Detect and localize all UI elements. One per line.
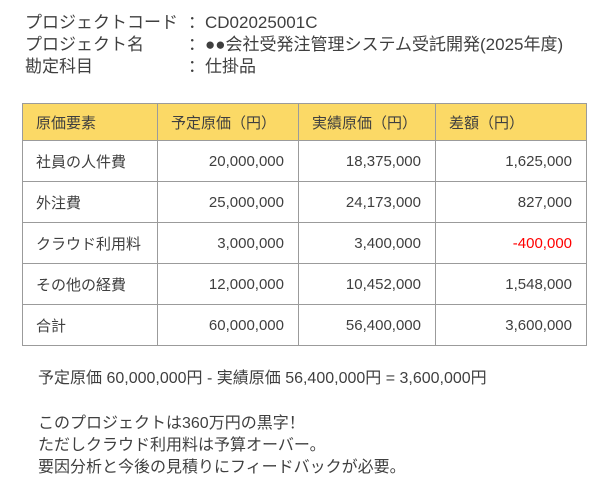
project-meta: プロジェクトコード： CD02025001C プロジェクト名： ●●会社受発注管理シ… — [25, 12, 607, 78]
project-name-label: プロジェクト名 — [25, 35, 144, 54]
note-feedback: 要因分析と今後の見積りにフィードバックが必要。 — [38, 459, 406, 476]
table-row-other: その他の経費 12,000,000 10,452,000 1,548,000 — [22, 263, 587, 305]
table-row-outsourcing: 外注費 25,000,000 24,173,000 827,000 — [22, 181, 587, 223]
planned-cost-cell: 25,000,000 — [157, 181, 299, 223]
table-row-cloud: クラウド利用料 3,000,000 3,400,000 -400,000 — [22, 222, 587, 264]
project-code-value: CD02025001C — [205, 13, 318, 32]
account-title-value: 仕掛品 — [205, 57, 256, 76]
actual-cost-cell: 18,375,000 — [298, 140, 436, 182]
difference-cell-negative: -400,000 — [435, 222, 587, 264]
cost-item-cell: クラウド利用料 — [22, 222, 158, 264]
note-budget-over: ただしクラウド利用料は予算オーバー。 — [38, 437, 326, 454]
cost-table: 原価要素 予定原価（円） 実績原価（円） 差額（円） 社員の人件費 20,000… — [22, 103, 587, 346]
difference-cell: 1,548,000 — [435, 263, 587, 305]
note-profit: このプロジェクトは360万円の黒字！ — [38, 415, 305, 432]
cost-item-cell: 合計 — [22, 304, 158, 346]
project-name-value: ●●会社受発注管理システム受託開発(2025年度) — [205, 35, 564, 54]
difference-cell: 3,600,000 — [435, 304, 587, 346]
difference-cell: 827,000 — [435, 181, 587, 223]
analysis-notes: このプロジェクトは360万円の黒字！ ただしクラウド利用料は予算オーバー。 要因… — [38, 413, 607, 479]
column-header-planned-cost: 予定原価（円） — [157, 103, 299, 141]
project-name-row: プロジェクト名 ： ●●会社受発注管理システム受託開発(2025年度) — [25, 34, 607, 56]
cost-item-cell: その他の経費 — [22, 263, 158, 305]
cost-item-cell: 社員の人件費 — [22, 140, 158, 182]
planned-cost-cell: 20,000,000 — [157, 140, 299, 182]
planned-cost-cell: 3,000,000 — [157, 222, 299, 264]
project-code-row: プロジェクトコード ： CD02025001C — [25, 12, 607, 34]
cost-calculation-line: 予定原価 60,000,000円 - 実績原価 56,400,000円 = 3,… — [38, 370, 487, 387]
table-row-personnel: 社員の人件費 20,000,000 18,375,000 1,625,000 — [22, 140, 587, 182]
cost-item-cell: 外注費 — [22, 181, 158, 223]
cost-table-header-row: 原価要素 予定原価（円） 実績原価（円） 差額（円） — [22, 103, 587, 141]
table-row-total: 合計 60,000,000 56,400,000 3,600,000 — [22, 304, 587, 346]
planned-cost-cell: 60,000,000 — [157, 304, 299, 346]
actual-cost-cell: 3,400,000 — [298, 222, 436, 264]
project-name-colon: ： — [188, 35, 205, 54]
actual-cost-cell: 56,400,000 — [298, 304, 436, 346]
actual-cost-cell: 24,173,000 — [298, 181, 436, 223]
column-header-difference: 差額（円） — [435, 103, 587, 141]
project-code-colon: ： — [188, 13, 205, 32]
difference-cell: 1,625,000 — [435, 140, 587, 182]
planned-cost-cell: 12,000,000 — [157, 263, 299, 305]
account-title-colon: ： — [188, 57, 205, 76]
project-code-label: プロジェクトコード — [25, 13, 178, 32]
actual-cost-cell: 10,452,000 — [298, 263, 436, 305]
account-title-row: 勘定科目 ：仕掛品 — [25, 56, 607, 78]
column-header-cost-element: 原価要素 — [22, 103, 158, 141]
column-header-actual-cost: 実績原価（円） — [298, 103, 436, 141]
account-title-label: 勘定科目 — [25, 57, 93, 76]
